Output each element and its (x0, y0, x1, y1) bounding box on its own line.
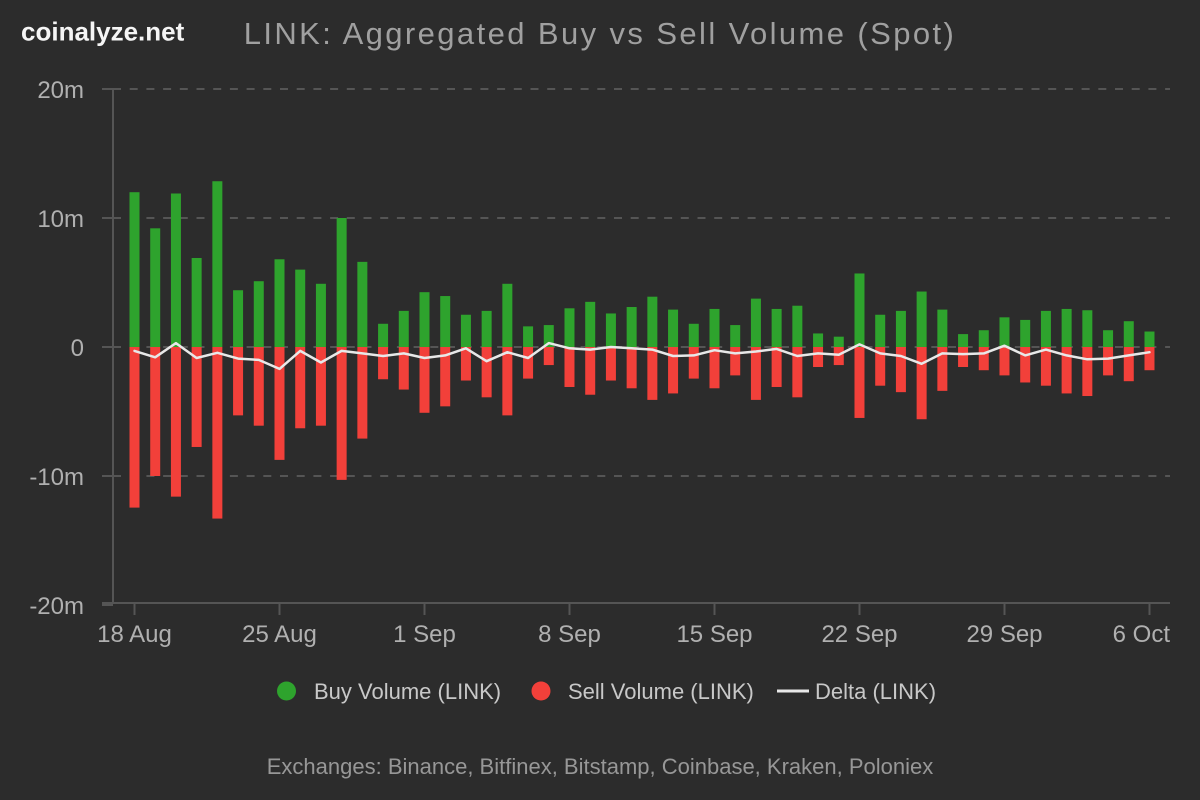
svg-text:1 Sep: 1 Sep (393, 621, 456, 648)
svg-text:8 Sep: 8 Sep (538, 621, 601, 648)
svg-text:Sell Volume (LINK): Sell Volume (LINK) (568, 679, 754, 704)
svg-text:LINK: Aggregated Buy vs Sell V: LINK: Aggregated Buy vs Sell Volume (Spo… (244, 16, 957, 51)
svg-text:25 Aug: 25 Aug (242, 621, 317, 648)
svg-text:20m: 20m (37, 77, 84, 104)
svg-text:-10m: -10m (29, 464, 84, 491)
svg-text:29 Sep: 29 Sep (966, 621, 1042, 648)
svg-text:-20m: -20m (29, 593, 84, 620)
svg-text:15 Sep: 15 Sep (676, 621, 752, 648)
svg-text:22 Sep: 22 Sep (821, 621, 897, 648)
svg-text:Buy Volume (LINK): Buy Volume (LINK) (314, 679, 501, 704)
svg-text:coinalyze.net: coinalyze.net (21, 17, 185, 47)
svg-text:0: 0 (71, 335, 84, 362)
svg-text:6 Oct: 6 Oct (1113, 621, 1171, 648)
svg-text:Exchanges: Binance, Bitfinex,: Exchanges: Binance, Bitfinex, Bitstamp, … (267, 754, 933, 779)
svg-text:Delta (LINK): Delta (LINK) (815, 679, 936, 704)
svg-text:10m: 10m (37, 206, 84, 233)
svg-text:18 Aug: 18 Aug (97, 621, 172, 648)
